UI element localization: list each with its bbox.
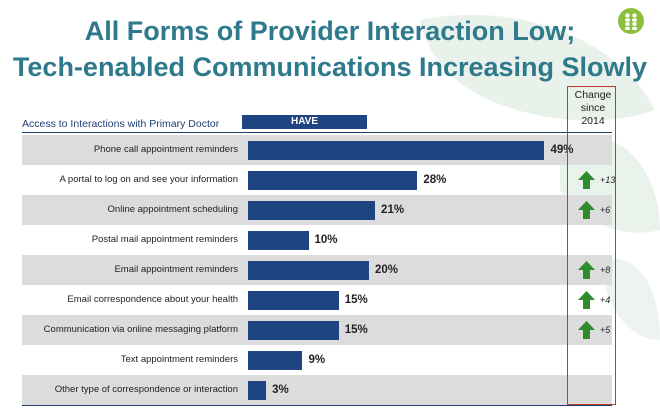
category-label: Phone call appointment reminders (93, 144, 238, 155)
data-label: 15% (344, 294, 368, 306)
header-rule (22, 132, 612, 133)
bar (248, 201, 376, 220)
chart-row: Phone call appointment reminders 49% (22, 135, 612, 165)
chart-row: Postal mail appointment reminders 10% (22, 225, 612, 255)
bar (248, 291, 339, 310)
change-value: +13 (600, 175, 616, 185)
up-arrow-icon (578, 201, 595, 219)
up-arrow-icon (578, 291, 595, 309)
bar (248, 261, 369, 280)
bar (248, 321, 339, 340)
chart-rows: Phone call appointment reminders 49% A por… (22, 135, 615, 405)
chart-row: Text appointment reminders 9% (22, 345, 612, 375)
change-value: +5 (600, 325, 611, 335)
data-label: 20% (375, 264, 399, 276)
category-label: A portal to log on and see your informat… (59, 174, 238, 185)
change-cell: +4 (578, 285, 632, 315)
bottom-rule (22, 405, 612, 406)
page-title-line2: Tech-enabled Communications Increasing S… (12, 52, 648, 82)
chart-subheading: Access to Interactions with Primary Doct… (22, 118, 220, 130)
data-label: 9% (308, 354, 326, 366)
change-value: +4 (600, 295, 611, 305)
page-title-line1: All Forms of Provider Interaction Low; (84, 16, 576, 46)
category-label: Email appointment reminders (114, 264, 238, 275)
chart-row: Communication via online messaging platf… (22, 315, 612, 345)
chart-row: A portal to log on and see your informat… (22, 165, 615, 195)
data-label: 21% (381, 204, 405, 216)
change-header-line3: 2014 (581, 115, 605, 127)
change-column-header: Change since 2014 (567, 89, 619, 128)
category-label: Email correspondence about your health (67, 294, 238, 305)
bar (248, 141, 545, 160)
bar (248, 231, 309, 250)
bar (248, 351, 303, 370)
change-header-line1: Change (574, 89, 612, 101)
category-label: Text appointment reminders (120, 354, 238, 365)
people-logo-icon (618, 8, 644, 34)
change-cell: +8 (578, 255, 632, 285)
up-arrow-icon (578, 171, 595, 189)
data-label: 10% (314, 234, 338, 246)
change-column-box (567, 86, 616, 405)
change-cell: +13 (578, 165, 632, 195)
chart-row: Email appointment reminders 20% +8 (22, 255, 612, 285)
chart-row: Email correspondence about your health 15… (22, 285, 612, 315)
change-cell: +5 (578, 315, 632, 345)
change-header-line2: since (580, 102, 606, 114)
change-value: +8 (600, 265, 611, 275)
up-arrow-icon (578, 321, 595, 339)
category-label: Postal mail appointment reminders (91, 234, 238, 245)
category-label: Online appointment scheduling (107, 204, 238, 215)
data-label: 28% (423, 174, 447, 186)
data-label: 15% (344, 324, 368, 336)
up-arrow-icon (578, 261, 595, 279)
bar (248, 171, 418, 190)
chart-row: Online appointment scheduling 21% +6 (22, 195, 612, 225)
have-column-header: HAVE (242, 115, 367, 129)
change-cell: +6 (578, 195, 632, 225)
bar (248, 381, 267, 400)
category-label: Communication via online messaging platf… (43, 324, 238, 335)
category-label: Other type of correspondence or interact… (54, 384, 238, 395)
change-value: +6 (600, 205, 611, 215)
data-label: 3% (272, 384, 289, 396)
chart-row: Other type of correspondence or interact… (22, 375, 612, 405)
